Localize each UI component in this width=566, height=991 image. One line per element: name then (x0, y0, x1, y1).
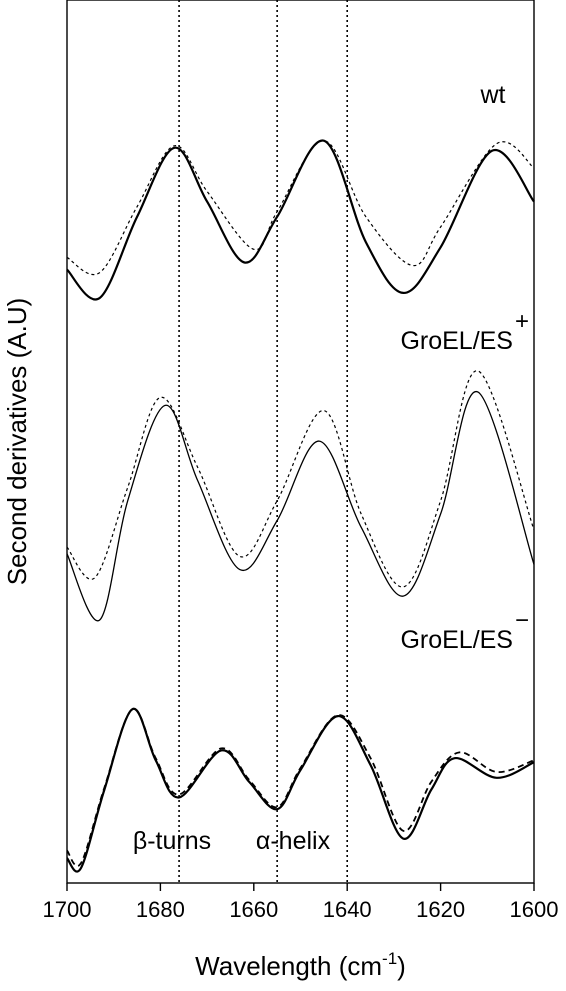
series-label-3: GroEL/ES (400, 626, 513, 654)
reference-lines (178, 0, 349, 883)
x-axis-title: Wavelength (cm-1) (195, 949, 406, 981)
plot-frame (66, 0, 535, 884)
series-1-solid-line (66, 139, 535, 301)
series-label-2: GroEL/ES (400, 327, 513, 355)
x-axis-title-main: Wavelength (cm (195, 951, 382, 981)
x-axis-title-unit-exponent: -1 (382, 949, 397, 968)
series-label-2-sign: + (515, 308, 529, 335)
y-axis-title: Second derivatives (A.U) (2, 298, 32, 586)
series-2-solid-line (66, 391, 535, 622)
x-tick-label-1600: 1600 (510, 897, 559, 922)
x-axis-title-close: ) (397, 951, 406, 981)
x-tick-label-1680: 1680 (136, 897, 185, 922)
annotation-alpha-helix: α-helix (256, 827, 331, 855)
annotation-beta-turns: β-turns (133, 827, 211, 855)
x-tick-label-1620: 1620 (416, 897, 465, 922)
series-label-1: wt (480, 81, 506, 109)
x-axis: 1700 1680 1660 1640 1620 1600 (43, 883, 559, 922)
series-2-dotted-line (66, 370, 535, 588)
x-tick-label-1660: 1660 (229, 897, 278, 922)
x-tick-label-1640: 1640 (323, 897, 372, 922)
series-layer (66, 139, 535, 873)
series-1-dotted-line (66, 140, 535, 276)
series-3-solid-line (66, 708, 535, 873)
series-label-3-sign: − (515, 607, 529, 634)
series-3-dashed-line (66, 708, 535, 867)
x-tick-label-1700: 1700 (43, 897, 92, 922)
plot-area-border (66, 0, 535, 884)
